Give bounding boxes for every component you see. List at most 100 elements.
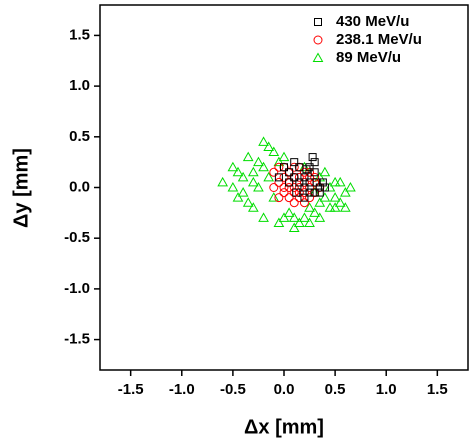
- point: [279, 172, 289, 182]
- point: [289, 172, 299, 182]
- legend-text: 89 MeV/u: [336, 49, 401, 66]
- point: [278, 212, 290, 222]
- point: [305, 183, 315, 192]
- point: [345, 181, 356, 192]
- point: [283, 207, 295, 217]
- point: [299, 177, 309, 187]
- y-tick-label: -0.5: [64, 229, 90, 246]
- point: [242, 151, 254, 162]
- point: [300, 183, 309, 192]
- point: [269, 167, 279, 177]
- point: [237, 187, 249, 197]
- point: [268, 146, 280, 157]
- point: [263, 171, 275, 182]
- point: [273, 217, 285, 227]
- point: [289, 183, 299, 192]
- point: [288, 212, 300, 222]
- point: [329, 202, 341, 212]
- point: [314, 197, 326, 207]
- point: [247, 176, 259, 187]
- y-tick-label: 1.5: [69, 26, 90, 43]
- point: [299, 212, 310, 222]
- point: [310, 158, 319, 167]
- y-axis-label: Δy [mm]: [10, 148, 32, 228]
- point: [310, 172, 320, 182]
- point: [289, 198, 299, 208]
- x-tick-label: 0.5: [325, 381, 346, 398]
- point: [268, 192, 280, 202]
- point: [334, 176, 346, 187]
- point: [258, 136, 269, 146]
- point: [305, 172, 315, 182]
- point: [308, 153, 317, 162]
- point: [299, 198, 309, 208]
- x-tick-label: -1.0: [169, 381, 195, 398]
- point: [284, 193, 294, 203]
- y-tick-label: 0.5: [69, 128, 90, 145]
- point: [304, 202, 315, 212]
- point: [274, 162, 284, 172]
- point: [247, 166, 259, 177]
- point: [253, 156, 264, 167]
- x-tick-label: 1.0: [376, 381, 397, 398]
- point: [314, 212, 326, 222]
- point: [285, 168, 294, 177]
- point: [284, 177, 294, 187]
- point: [290, 158, 299, 167]
- point: [300, 173, 309, 182]
- point: [258, 212, 269, 222]
- point: [227, 181, 239, 192]
- point: [319, 166, 331, 177]
- point: [278, 151, 290, 162]
- point: [299, 161, 310, 172]
- point: [284, 183, 294, 192]
- point: [247, 202, 259, 212]
- point: [319, 192, 331, 202]
- legend-marker: [312, 52, 324, 62]
- point: [232, 166, 244, 177]
- legend-marker: [313, 35, 323, 45]
- point: [285, 178, 294, 187]
- point: [269, 183, 279, 192]
- point: [258, 161, 269, 172]
- point: [324, 202, 336, 212]
- point: [302, 165, 311, 174]
- point: [292, 188, 301, 197]
- point: [300, 193, 309, 202]
- point: [290, 173, 299, 182]
- point: [242, 197, 254, 207]
- point: [274, 193, 284, 203]
- point: [310, 188, 319, 197]
- x-tick-label: -0.5: [220, 381, 246, 398]
- point: [295, 178, 304, 187]
- point: [288, 222, 300, 233]
- point: [274, 177, 284, 187]
- point: [334, 197, 346, 207]
- point: [280, 163, 288, 172]
- x-axis-label: Δx [mm]: [244, 416, 324, 438]
- point: [284, 167, 294, 177]
- legend-text: 430 MeV/u: [336, 13, 409, 30]
- point: [315, 188, 324, 197]
- point: [329, 192, 341, 202]
- point: [318, 178, 327, 187]
- point: [273, 156, 285, 167]
- x-tick-label: -1.5: [118, 381, 144, 398]
- point: [305, 188, 314, 197]
- plot-frame: [99, 4, 469, 371]
- y-tick-label: 0.0: [69, 178, 90, 195]
- point: [294, 172, 304, 182]
- point: [312, 178, 321, 187]
- point: [227, 161, 239, 172]
- y-tick-label: -1.5: [64, 331, 90, 348]
- point: [339, 187, 351, 197]
- point: [279, 183, 289, 192]
- point: [309, 207, 321, 217]
- x-tick-label: 0.0: [274, 381, 295, 398]
- point: [339, 202, 351, 212]
- point: [299, 188, 309, 198]
- point: [289, 162, 299, 172]
- legend-marker: [314, 18, 322, 26]
- x-tick-label: 1.5: [427, 381, 448, 398]
